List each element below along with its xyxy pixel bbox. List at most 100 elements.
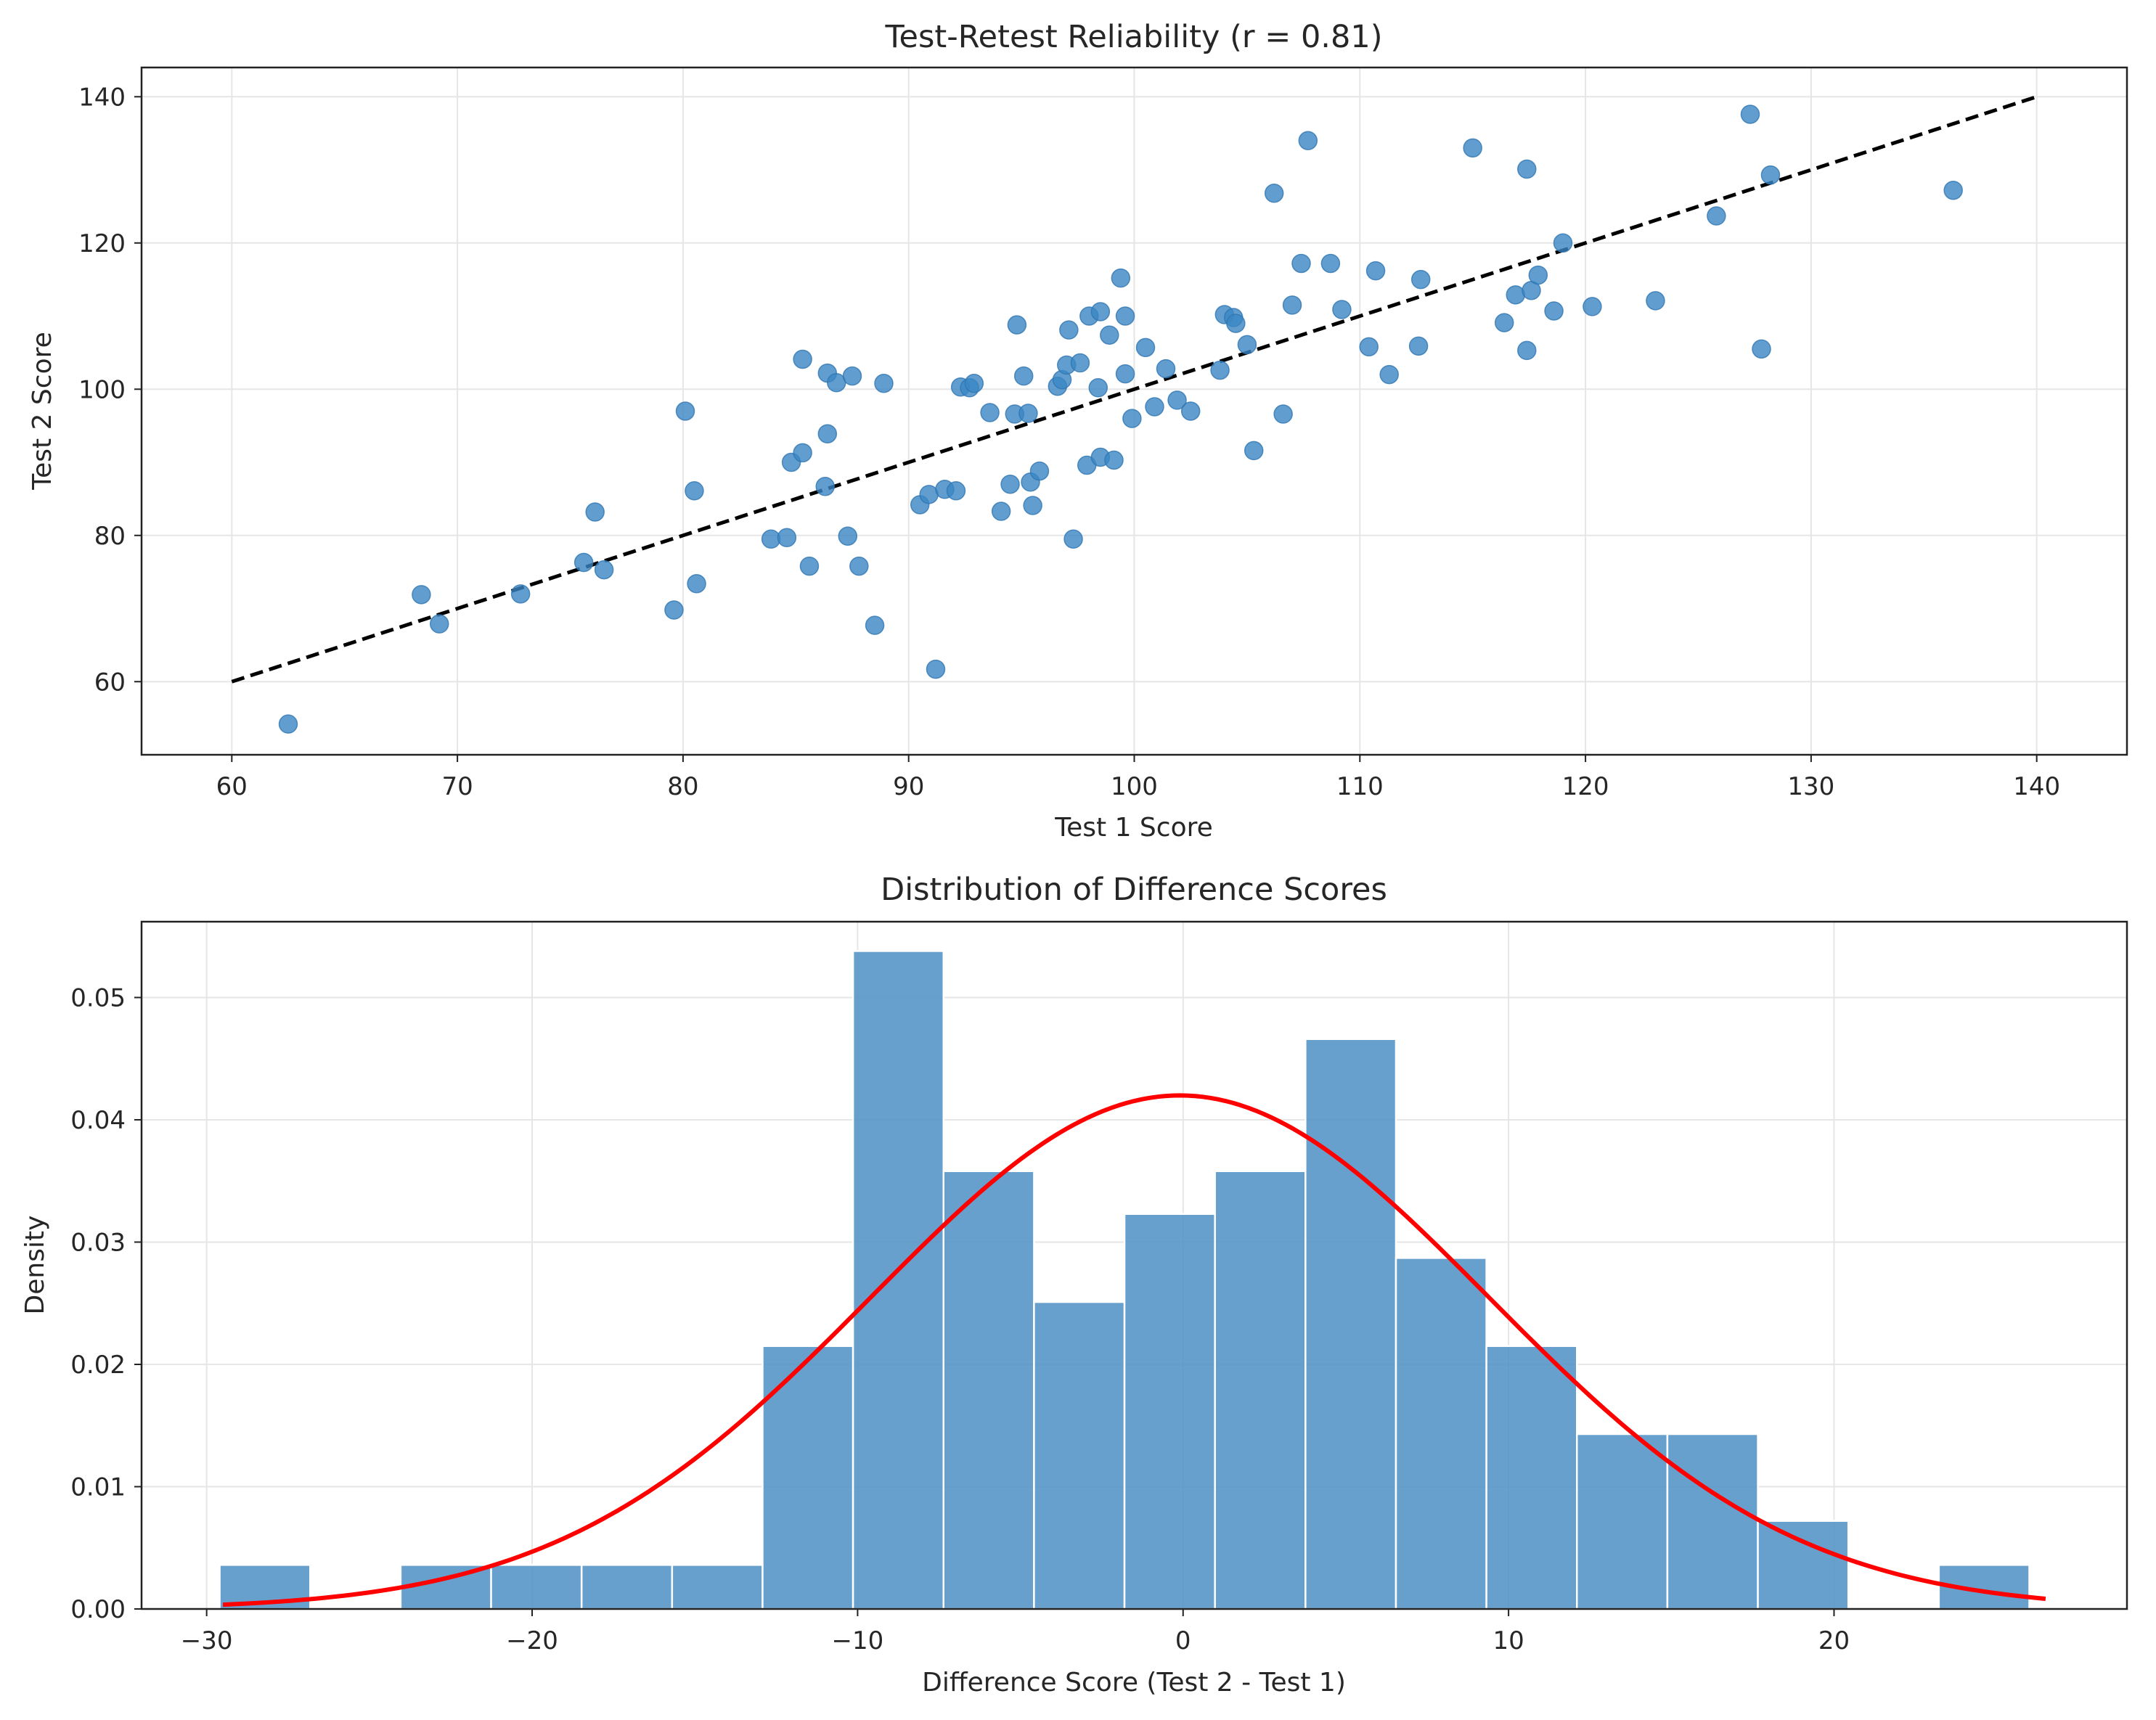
scatter-x-tick-label: 130 [1787, 772, 1834, 801]
histogram-y-tick-label: 0.04 [70, 1106, 126, 1135]
scatter-point [1760, 165, 1781, 185]
scatter-point [412, 585, 431, 605]
scatter-point [1273, 404, 1293, 424]
scatter-title: Test-Retest Reliability (r = 0.81) [885, 19, 1383, 55]
histogram-bar [1576, 1433, 1669, 1610]
histogram-x-tick-label: −30 [181, 1626, 233, 1655]
scatter-point [1379, 364, 1399, 385]
scatter-x-tick-label: 60 [216, 772, 248, 801]
scatter-point [1000, 474, 1020, 494]
scatter-point [926, 659, 946, 679]
scatter-point [573, 552, 594, 573]
scatter-point [793, 443, 812, 463]
scatter-point [1943, 181, 1963, 200]
scatter-point [1122, 409, 1142, 428]
scatter-point [1088, 378, 1108, 398]
scatter-y-tick-label: 100 [78, 375, 126, 404]
histogram-x-tick-label: 20 [1818, 1626, 1850, 1655]
scatter-point [687, 574, 706, 594]
scatter-point [430, 614, 449, 634]
scatter-x-tick-label: 100 [1111, 772, 1158, 801]
scatter-point [1494, 313, 1514, 332]
scatter-y-tick-label: 120 [78, 229, 126, 258]
scatter-point [1298, 131, 1318, 150]
scatter-x-tick-label: 80 [667, 772, 698, 801]
scatter-point [1210, 360, 1230, 380]
scatter-point [1463, 138, 1482, 158]
scatter-point [1544, 301, 1564, 321]
scatter-point [1740, 105, 1760, 124]
scatter-x-axis-label: Test 1 Score [1054, 813, 1213, 843]
histogram-panel: Distribution of Difference Scores −30 −20… [20, 872, 2128, 1698]
scatter-point [1506, 285, 1525, 305]
scatter-point [991, 501, 1011, 521]
histogram-bar [580, 1564, 674, 1610]
scatter-point [1104, 450, 1124, 470]
scatter-point [1115, 306, 1135, 326]
scatter-point [964, 373, 984, 393]
scatter-point [1528, 265, 1548, 285]
scatter-x-tick-label: 90 [893, 772, 924, 801]
scatter-x-tick-label: 120 [1562, 772, 1609, 801]
scatter-point [685, 481, 704, 501]
histogram-y-ticks: 0.00 0.01 0.02 0.03 0.04 0.05 [70, 983, 142, 1624]
histogram-bar [852, 950, 945, 1610]
scatter-point [1517, 340, 1537, 361]
normal-density-curve [222, 1093, 2046, 1608]
scatter-x-ticks: 60 70 80 90 100 110 120 130 140 [216, 755, 2060, 801]
scatter-point [664, 600, 684, 620]
histogram-bar [1214, 1170, 1307, 1610]
scatter-panel: Test-Retest Reliability (r = 0.81) 60 70 8… [28, 19, 2128, 843]
scatter-point [1100, 325, 1119, 345]
histogram-y-tick-label: 0.03 [70, 1228, 126, 1257]
histogram-x-tick-label: −20 [506, 1626, 558, 1655]
scatter-point [675, 401, 695, 421]
scatter-point [874, 373, 894, 393]
scatter-point [1063, 529, 1083, 549]
histogram-bar [490, 1564, 583, 1610]
scatter-point [980, 403, 1000, 422]
scatter-x-tick-label: 140 [2013, 772, 2060, 801]
histogram-bar [942, 1170, 1035, 1610]
histogram-y-tick-label: 0.05 [70, 983, 126, 1012]
histogram-bars [219, 950, 2030, 1610]
scatter-point [1167, 390, 1187, 410]
histogram-bar [1395, 1257, 1487, 1610]
histogram-x-ticks: −30 −20 −10 0 10 20 [181, 1609, 1850, 1655]
scatter-point [793, 349, 812, 369]
scatter-y-tick-label: 140 [78, 83, 126, 112]
scatter-point [1244, 441, 1264, 461]
scatter-point [1090, 302, 1111, 322]
histogram-normal-curve-group [222, 1093, 2046, 1608]
histogram-y-tick-label: 0.00 [70, 1595, 126, 1624]
histogram-x-axis-label: Difference Score (Test 2 - Test 1) [922, 1668, 1346, 1698]
scatter-point [1553, 233, 1573, 253]
scatter-point [1583, 297, 1602, 316]
scatter-point [1156, 359, 1176, 379]
scatter-point [815, 477, 835, 496]
histogram-x-tick-label: 10 [1493, 1626, 1524, 1655]
scatter-point [1007, 315, 1027, 335]
scatter-point [1408, 336, 1429, 356]
scatter-reference-line-group [231, 94, 2038, 684]
scatter-point [1359, 337, 1379, 357]
histogram-bar [761, 1345, 854, 1610]
histogram-bar [1666, 1433, 1759, 1610]
histogram-x-tick-label: 0 [1175, 1626, 1191, 1655]
scatter-point [1023, 496, 1042, 515]
scatter-point [1332, 300, 1352, 319]
histogram-bar [1485, 1345, 1578, 1610]
scatter-point [842, 366, 862, 386]
scatter-point [1320, 253, 1341, 274]
scatter-point [1070, 353, 1090, 373]
scatter-point [1111, 268, 1131, 288]
histogram-bar [1123, 1213, 1216, 1610]
scatter-point [1115, 364, 1135, 384]
scatter-point [1646, 291, 1665, 311]
scatter-points [278, 105, 1963, 734]
histogram-title: Distribution of Difference Scores [881, 872, 1387, 908]
scatter-point [777, 528, 797, 548]
scatter-point [1059, 320, 1079, 340]
histogram-plot-frame [140, 920, 2128, 1610]
